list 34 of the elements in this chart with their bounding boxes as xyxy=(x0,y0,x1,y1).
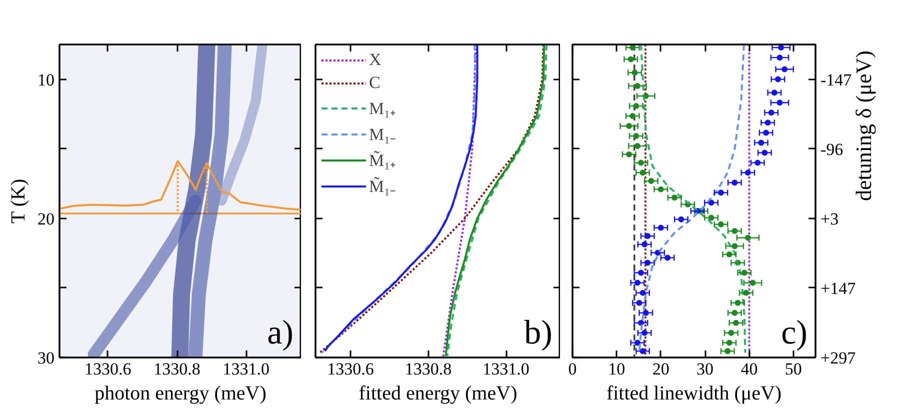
annotation: c) xyxy=(781,314,808,352)
y-tick-label: 10 xyxy=(38,70,54,90)
category-label: -147 xyxy=(820,70,852,90)
x-tick-label: 1330.8 xyxy=(154,360,200,378)
annotation: a) xyxy=(267,314,294,352)
legend-label: X xyxy=(369,50,382,70)
legend-label: M₁₊ xyxy=(369,98,396,119)
x-tick-label: 1331.0 xyxy=(482,360,530,378)
legend-label: M₁₋ xyxy=(369,124,396,145)
x-tick-label: 1330.6 xyxy=(84,360,132,378)
x-tick-label: 1330.6 xyxy=(327,360,374,378)
x-axis-title: photon energy (meV) xyxy=(94,382,266,404)
category-label: +297 xyxy=(820,348,856,368)
category-label: -96 xyxy=(820,140,844,159)
line-series xyxy=(60,160,301,211)
annotation: b) xyxy=(524,314,553,352)
y-tick-label: 20 xyxy=(38,209,54,228)
category-label: +147 xyxy=(820,278,856,298)
x-tick-label: 40 xyxy=(740,360,758,378)
legend-label: C xyxy=(369,73,382,93)
x-tick-label: 1330.8 xyxy=(404,360,452,378)
category-label: +3 xyxy=(820,209,839,228)
legend-label: M̃₁₊ xyxy=(369,150,396,171)
y2-axis-title: detuning δ (μeV) xyxy=(851,50,876,201)
legend-label: M̃₁₋ xyxy=(369,176,396,197)
x-tick-label: 0 xyxy=(568,360,577,378)
x-tick-label: 50 xyxy=(784,360,802,378)
x-tick-label: 1331.0 xyxy=(222,360,270,378)
y-axis-title: T (K) xyxy=(8,178,30,224)
x-axis-title: fitted energy (meV) xyxy=(358,382,518,404)
x-tick-label: 30 xyxy=(696,360,714,378)
x-tick-label: 20 xyxy=(652,360,670,378)
x-axis-title: fitted linewidth (μeV) xyxy=(606,382,782,404)
x-tick-label: 10 xyxy=(608,360,626,378)
